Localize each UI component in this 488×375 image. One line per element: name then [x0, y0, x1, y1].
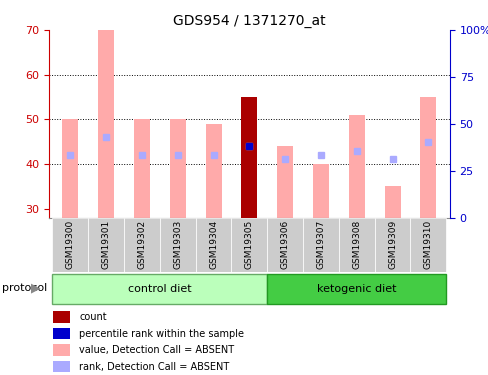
Text: ketogenic diet: ketogenic diet [316, 284, 396, 294]
Text: GSM19302: GSM19302 [137, 220, 146, 269]
FancyBboxPatch shape [88, 217, 124, 272]
FancyBboxPatch shape [195, 217, 231, 272]
Text: protocol: protocol [2, 283, 48, 293]
Bar [241, 97, 257, 218]
FancyBboxPatch shape [409, 217, 446, 272]
FancyBboxPatch shape [231, 217, 267, 272]
Bar [205, 124, 221, 218]
FancyBboxPatch shape [53, 344, 70, 356]
Text: GSM19307: GSM19307 [316, 220, 325, 270]
Text: GSM19309: GSM19309 [387, 220, 396, 270]
FancyBboxPatch shape [267, 274, 446, 304]
FancyBboxPatch shape [303, 217, 338, 272]
Bar [277, 146, 293, 218]
FancyBboxPatch shape [53, 361, 70, 372]
Bar [98, 30, 114, 217]
Text: count: count [79, 312, 106, 322]
Text: ▶: ▶ [30, 282, 40, 294]
Bar [134, 119, 150, 218]
Text: GSM19303: GSM19303 [173, 220, 182, 270]
FancyBboxPatch shape [124, 217, 160, 272]
FancyBboxPatch shape [267, 217, 303, 272]
Text: GSM19308: GSM19308 [351, 220, 361, 270]
FancyBboxPatch shape [160, 217, 195, 272]
Text: GSM19306: GSM19306 [280, 220, 289, 270]
Bar [348, 115, 364, 218]
Text: GSM19304: GSM19304 [209, 220, 218, 269]
Text: GSM19301: GSM19301 [102, 220, 110, 270]
FancyBboxPatch shape [52, 274, 267, 304]
FancyBboxPatch shape [53, 311, 70, 323]
Bar [384, 186, 400, 218]
Bar [420, 97, 436, 218]
FancyBboxPatch shape [52, 217, 88, 272]
Text: GSM19300: GSM19300 [66, 220, 75, 270]
Bar [169, 119, 185, 218]
FancyBboxPatch shape [338, 217, 374, 272]
Text: GSM19305: GSM19305 [244, 220, 253, 270]
Bar [62, 119, 78, 218]
Text: control diet: control diet [128, 284, 191, 294]
Text: value, Detection Call = ABSENT: value, Detection Call = ABSENT [79, 345, 234, 355]
FancyBboxPatch shape [53, 328, 70, 339]
Bar [312, 164, 328, 218]
Title: GDS954 / 1371270_at: GDS954 / 1371270_at [173, 13, 325, 28]
Text: percentile rank within the sample: percentile rank within the sample [79, 328, 244, 339]
Text: GSM19310: GSM19310 [423, 220, 432, 270]
Bar [241, 97, 257, 218]
FancyBboxPatch shape [374, 217, 409, 272]
Text: rank, Detection Call = ABSENT: rank, Detection Call = ABSENT [79, 362, 229, 372]
